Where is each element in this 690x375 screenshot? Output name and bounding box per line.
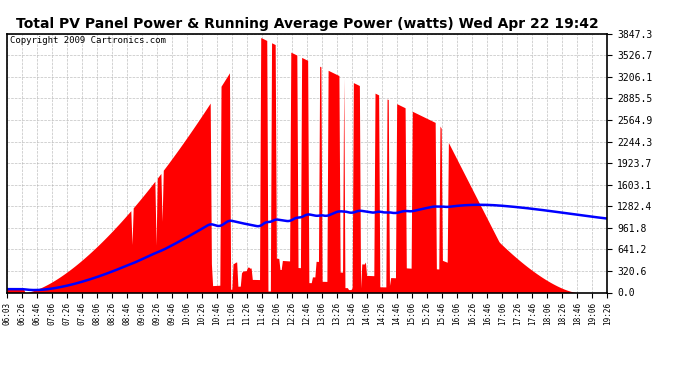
Title: Total PV Panel Power & Running Average Power (watts) Wed Apr 22 19:42: Total PV Panel Power & Running Average P…	[16, 17, 598, 31]
Text: Copyright 2009 Cartronics.com: Copyright 2009 Cartronics.com	[10, 36, 166, 45]
